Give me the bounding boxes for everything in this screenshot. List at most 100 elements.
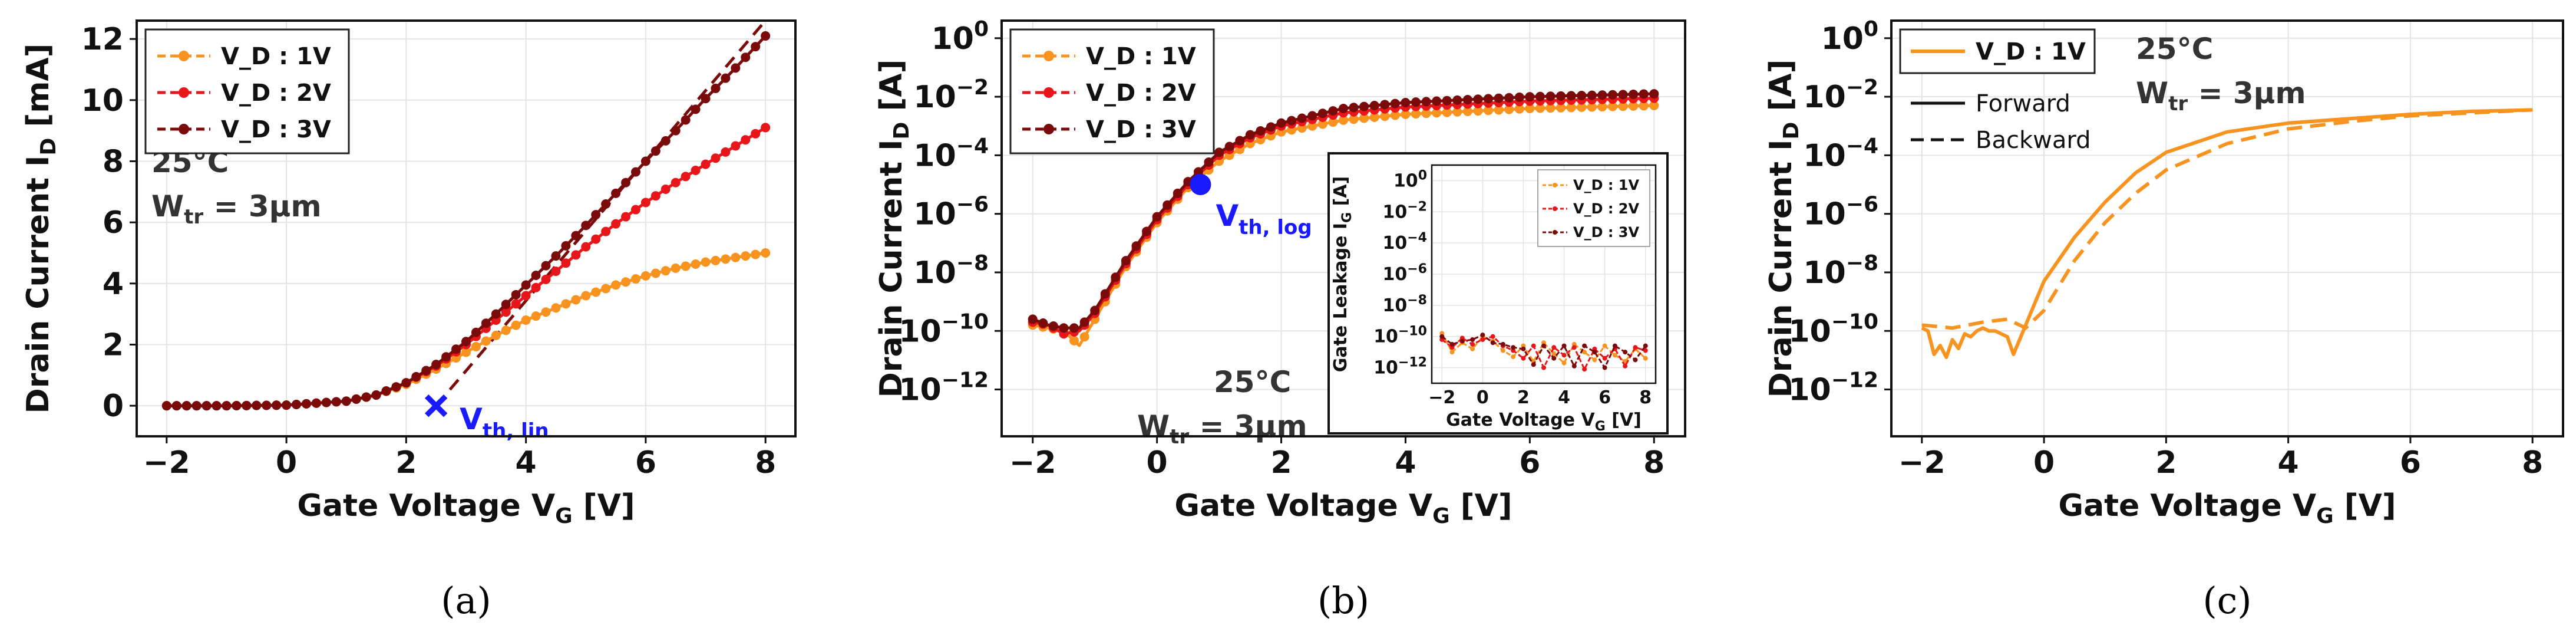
- data-point: [301, 399, 311, 409]
- data-point: [441, 352, 451, 362]
- data-point: [321, 397, 331, 407]
- data-point: [252, 400, 262, 410]
- data-point: [1245, 130, 1255, 140]
- data-point: [1069, 335, 1079, 346]
- data-point: [1494, 105, 1504, 115]
- data-point: [581, 291, 591, 301]
- x-tick-label: 6: [1519, 445, 1540, 481]
- data-point: [561, 299, 571, 309]
- y-axis-label-main: Drain Current I: [21, 156, 56, 414]
- inset-data-point: [1582, 343, 1587, 348]
- y-tick-label: 100: [932, 17, 989, 57]
- inset-data-point: [1592, 357, 1597, 363]
- inset-y-axis-label: Gate Leakage IG [A]: [1330, 176, 1355, 373]
- y-tick-label: 10−4: [1803, 134, 1878, 173]
- x-axis-label-sub: G: [555, 504, 573, 528]
- inset-data-point: [1470, 337, 1475, 342]
- data-point: [650, 268, 660, 278]
- data-point: [282, 400, 292, 410]
- data-point: [431, 360, 441, 370]
- data-point: [731, 252, 741, 262]
- legend: V_D : 1V V_D : 2V V_D : 3V: [144, 28, 350, 154]
- series-line-1: [1921, 108, 2533, 359]
- series-group: [1921, 108, 2533, 359]
- inset-y-tick-exponent: −8: [1407, 293, 1427, 308]
- vth-label-sub: th, lin: [483, 419, 549, 443]
- inset-y-tick-label: 10−6: [1383, 262, 1428, 285]
- data-point: [671, 263, 681, 273]
- inset-data-point: [1470, 346, 1475, 351]
- data-point: [1307, 111, 1317, 121]
- vth-cross-marker: [425, 394, 448, 417]
- inset-data-point: [1500, 348, 1505, 353]
- data-point: [691, 166, 701, 176]
- y-tick-exponent: −2: [956, 75, 989, 100]
- y-tick-base: 10: [913, 138, 956, 173]
- data-point: [1307, 121, 1317, 131]
- x-tick-label: 0: [276, 445, 297, 481]
- data-point: [451, 344, 461, 354]
- vth-label-main: V: [460, 402, 483, 436]
- data-point: [1028, 314, 1038, 324]
- data-point: [242, 400, 252, 410]
- data-point: [501, 300, 511, 310]
- data-point: [401, 378, 411, 388]
- panel-a: −2 0 2 4 6 8 0 2 4 6 8 10 12 Gate Voltage VG [V] Drain…: [21, 19, 797, 622]
- data-point: [222, 401, 232, 411]
- data-point: [601, 199, 611, 209]
- data-point: [1607, 101, 1617, 111]
- inset-y-tick-label: 10−4: [1383, 231, 1428, 254]
- data-point: [1162, 200, 1173, 210]
- data-point: [751, 249, 761, 259]
- inset-data-point: [1571, 345, 1577, 350]
- x-tick-label: 6: [2400, 445, 2421, 481]
- data-point: [1639, 89, 1649, 99]
- inset-y-tick-base: 10: [1373, 327, 1398, 347]
- data-point: [1204, 157, 1214, 167]
- inset-data-point: [1500, 341, 1505, 347]
- data-point: [1587, 102, 1597, 112]
- inset-y-tick-base: 10: [1383, 295, 1408, 316]
- y-tick-label: 10−12: [899, 369, 989, 408]
- inset-x-tick-label: 6: [1599, 387, 1611, 408]
- y-tick-base: 10: [1788, 373, 1831, 408]
- inset-data-point: [1643, 356, 1648, 361]
- data-point: [1618, 90, 1628, 100]
- data-point: [640, 198, 650, 208]
- inset-data-point: [1633, 345, 1638, 350]
- data-point: [671, 177, 681, 187]
- inset-y-tick-label: 100: [1393, 168, 1427, 191]
- data-point: [232, 400, 242, 410]
- x-tick-label: −2: [1009, 445, 1056, 481]
- data-point: [521, 280, 531, 290]
- y-axis-label: Drain Current ID [A]: [874, 60, 914, 398]
- data-point: [640, 271, 650, 281]
- data-point: [1411, 109, 1421, 119]
- data-point: [591, 234, 601, 244]
- data-point: [551, 266, 561, 277]
- data-point: [1235, 136, 1245, 146]
- inset-data-point: [1592, 350, 1597, 355]
- data-point: [1317, 108, 1327, 119]
- y-tick-base: 10: [899, 373, 941, 408]
- data-point: [1214, 147, 1224, 157]
- x-axis-label-sub: G: [1432, 504, 1450, 528]
- data-point: [571, 295, 581, 305]
- data-point: [1535, 91, 1545, 101]
- data-point: [1421, 108, 1431, 119]
- style-legend-label: Backward: [1976, 127, 2090, 154]
- inset-y-tick-exponent: 0: [1418, 168, 1427, 183]
- data-point: [171, 401, 181, 411]
- data-point: [1452, 95, 1462, 105]
- data-point: [551, 251, 561, 261]
- inset-data-point: [1531, 362, 1536, 367]
- y-tick-base: 10: [932, 21, 974, 57]
- y-tick-label: 0: [103, 389, 124, 424]
- inset-x-axis-label-sub: G: [1595, 419, 1606, 434]
- data-point: [381, 386, 391, 396]
- inset-data-point: [1561, 353, 1567, 358]
- y-tick-base: 10: [1803, 255, 1845, 291]
- data-point: [721, 147, 731, 157]
- data-point: [371, 390, 381, 400]
- inset-data-point: [1541, 343, 1546, 348]
